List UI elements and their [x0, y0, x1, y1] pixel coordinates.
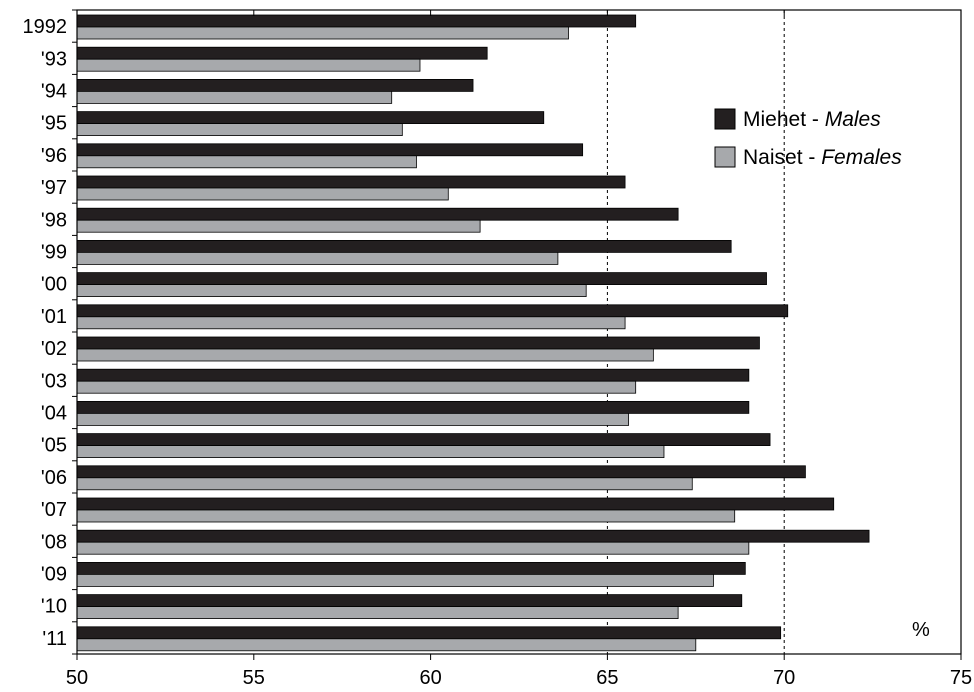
bar-males-19	[76, 626, 782, 640]
legend-label-females: Naiset - Females	[743, 146, 902, 169]
legend-swatch-males	[714, 108, 736, 130]
bar-males-15	[76, 497, 835, 511]
bar-females-12	[76, 412, 630, 426]
bar-females-5	[76, 187, 449, 201]
plot-frame	[76, 9, 962, 655]
y-tick-label: '08	[41, 531, 67, 553]
bar-males-10	[76, 336, 760, 350]
bar-females-0	[76, 26, 569, 40]
legend: Miehet - Males Naiset - Females	[714, 108, 902, 169]
x-tick-label: 65	[596, 667, 618, 689]
bar-males-18	[76, 594, 743, 607]
bar-males-0	[76, 14, 637, 28]
bar-females-2	[76, 91, 393, 104]
y-tick-label: '09	[41, 564, 67, 586]
y-tick-label: '05	[41, 435, 67, 457]
bar-females-17	[76, 574, 714, 587]
bar-females-18	[76, 606, 679, 619]
bar-females-7	[76, 251, 559, 265]
bar-females-8	[76, 284, 587, 298]
bar-females-10	[76, 348, 654, 362]
bar-females-3	[76, 123, 403, 136]
bar-males-14	[76, 465, 806, 479]
x-tick-label: 70	[773, 667, 795, 689]
bar-males-6	[76, 207, 679, 221]
y-tick-label: '02	[41, 338, 67, 360]
bar-females-13	[76, 445, 665, 459]
bar-males-9	[76, 304, 789, 318]
bar-females-4	[76, 155, 417, 169]
y-tick-label: '10	[41, 596, 67, 618]
y-tick-label: '06	[41, 467, 67, 489]
bar-females-19	[76, 638, 697, 652]
legend-swatch-females	[714, 146, 736, 168]
bar-females-9	[76, 316, 626, 330]
bar-males-11	[76, 368, 750, 382]
y-tick-label: 1992	[23, 16, 68, 38]
y-tick-label: '97	[41, 177, 67, 199]
bar-males-13	[76, 433, 771, 447]
y-tick-label: '99	[41, 242, 67, 264]
bar-males-8	[76, 272, 767, 286]
bar-males-7	[76, 239, 732, 253]
bar-males-17	[76, 562, 746, 575]
y-tick-label: '11	[42, 628, 67, 650]
bar-females-1	[76, 58, 421, 72]
bar-males-12	[76, 400, 750, 414]
y-tick-label: '94	[41, 81, 67, 103]
bar-males-2	[76, 79, 474, 92]
bar-females-14	[76, 477, 693, 491]
bar-females-11	[76, 380, 637, 394]
bar-males-5	[76, 175, 626, 189]
x-tick-label: 50	[66, 667, 88, 689]
x-tick-label: 55	[243, 667, 265, 689]
unit-label: %	[912, 619, 930, 641]
y-tick-label: '03	[41, 370, 67, 392]
y-tick-label: '98	[41, 209, 67, 231]
bar-females-6	[76, 219, 481, 233]
bar-males-3	[76, 111, 545, 124]
bar-females-16	[76, 541, 750, 555]
axis-ticks: 1992 '93 '94 '95 '96 '97 '98 '99 '00 '01 '02 '03 '04…	[23, 9, 972, 689]
bar-males-1	[76, 46, 488, 60]
gridlines	[606, 10, 785, 654]
y-tick-label: '93	[41, 48, 67, 70]
bars	[76, 14, 870, 652]
y-tick-label: '01	[41, 306, 67, 328]
bar-males-16	[76, 529, 870, 543]
bar-males-4	[76, 143, 584, 157]
legend-label-males: Miehet - Males	[743, 108, 881, 131]
bar-females-15	[76, 509, 736, 523]
x-tick-label: 60	[419, 667, 441, 689]
x-tick-label: 75	[950, 667, 972, 689]
y-tick-label: '96	[41, 145, 67, 167]
y-tick-label: '07	[41, 499, 67, 521]
y-tick-label: '04	[41, 403, 67, 425]
y-tick-label: '00	[41, 274, 67, 296]
y-tick-label: '95	[41, 113, 67, 135]
